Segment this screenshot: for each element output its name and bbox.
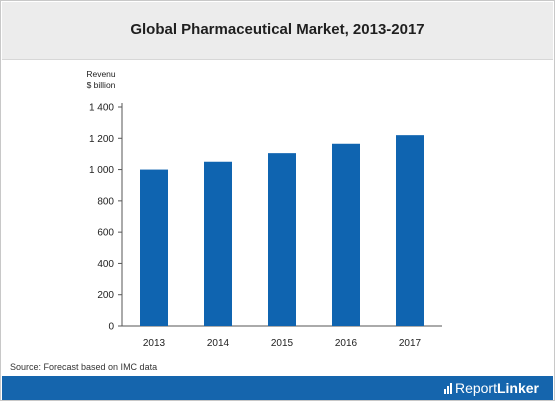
x-tick-label: 2014 <box>207 338 230 349</box>
y-axis-label: Revenu <box>86 69 116 79</box>
title-band: Global Pharmaceutical Market, 2013-2017 <box>2 2 553 60</box>
bar-2015 <box>268 153 296 326</box>
x-tick-label: 2013 <box>143 338 166 349</box>
y-tick-label: 0 <box>108 322 114 333</box>
bar-chart: Revenu$ billion 0 200 400 600 800 1 000 1 200 1 … <box>86 69 442 349</box>
y-tick-label: 400 <box>97 259 114 270</box>
y-axis-label: $ billion <box>87 80 116 90</box>
bar-2016 <box>332 143 360 326</box>
y-tick-label: 1 200 <box>89 134 114 145</box>
bar-2013 <box>140 169 168 326</box>
source-note: Source: Forecast based on IMC data <box>10 362 158 372</box>
bar-2014 <box>204 161 232 326</box>
brand-suffix: Linker <box>496 380 539 396</box>
chart-title: Global Pharmaceutical Market, 2013-2017 <box>130 21 425 38</box>
reportlinker-logo: Report Linker <box>443 380 539 396</box>
y-tick-label: 200 <box>97 290 114 301</box>
y-tick-label: 800 <box>97 196 114 207</box>
x-tick-label: 2015 <box>271 338 294 349</box>
y-tick-label: 1 400 <box>89 103 114 114</box>
bar-2017 <box>396 135 424 326</box>
y-tick-label: 1 000 <box>89 165 114 176</box>
x-tick-label: 2016 <box>335 338 358 349</box>
footer-band: Report Linker <box>2 376 553 400</box>
brand-prefix: Report <box>454 380 497 396</box>
x-tick-label: 2017 <box>399 338 422 349</box>
bars-logo-icon <box>443 382 453 394</box>
y-tick-label: 600 <box>97 228 114 239</box>
